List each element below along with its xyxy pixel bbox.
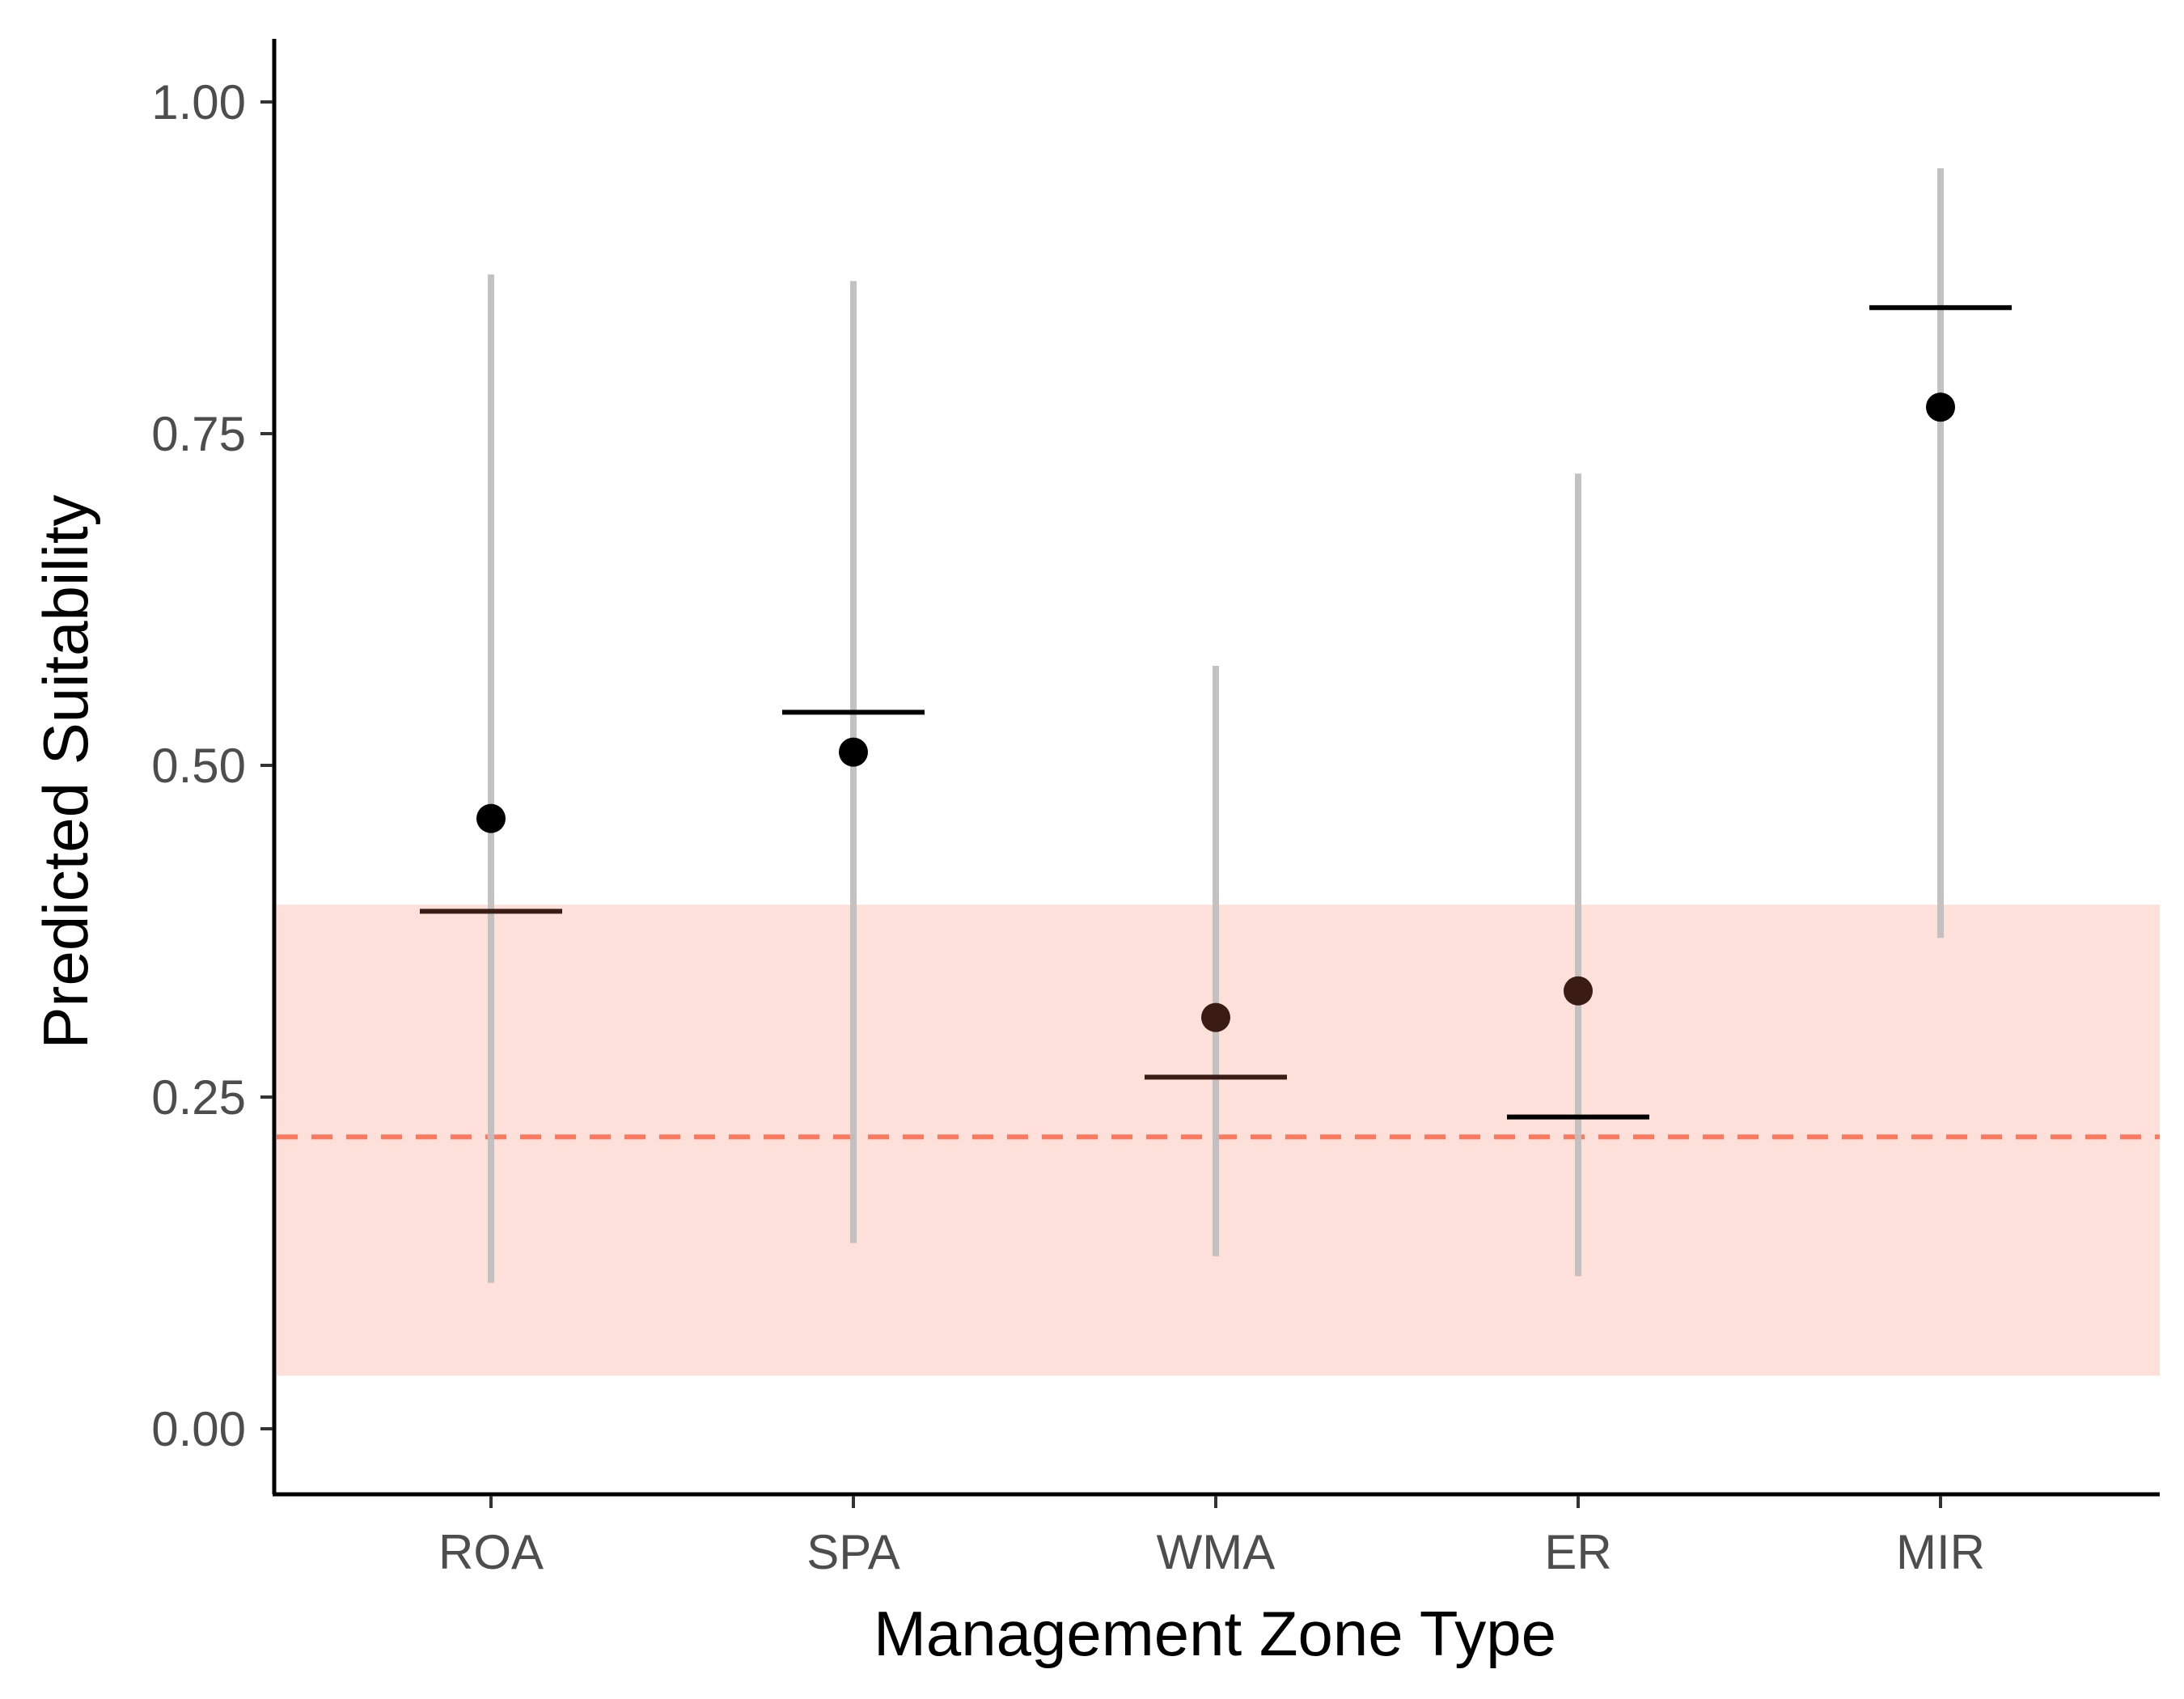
y-tick-label-0.25: 0.25 <box>151 1070 246 1125</box>
x-tick-label-er: ER <box>1544 1525 1611 1579</box>
y-tick-label-0.00: 0.00 <box>151 1402 246 1456</box>
point-er <box>1564 976 1593 1006</box>
x-tick-label-roa: ROA <box>438 1525 544 1579</box>
point-spa <box>839 737 868 767</box>
mean-bar-layer <box>420 305 2012 1120</box>
point-layer <box>476 392 1955 1032</box>
x-ticks: ROA SPA WMA ER MIR <box>438 1496 1985 1579</box>
y-ticks: 0.00 0.25 0.50 0.75 1.00 <box>151 75 273 1456</box>
x-tick-label-mir: MIR <box>1896 1525 1985 1579</box>
x-tick-label-spa: SPA <box>806 1525 900 1579</box>
y-tick-label-0.75: 0.75 <box>151 407 246 461</box>
x-axis-title: Management Zone Type <box>874 1598 1556 1669</box>
y-axis-title: Predicted Suitability <box>30 494 101 1049</box>
y-tick-label-1.00: 1.00 <box>151 75 246 129</box>
point-wma <box>1201 1002 1230 1032</box>
y-tick-label-0.50: 0.50 <box>151 739 246 793</box>
x-tick-label-wma: WMA <box>1157 1525 1276 1579</box>
point-roa <box>476 803 506 833</box>
axes <box>272 39 2160 1497</box>
point-mir <box>1926 392 1955 422</box>
